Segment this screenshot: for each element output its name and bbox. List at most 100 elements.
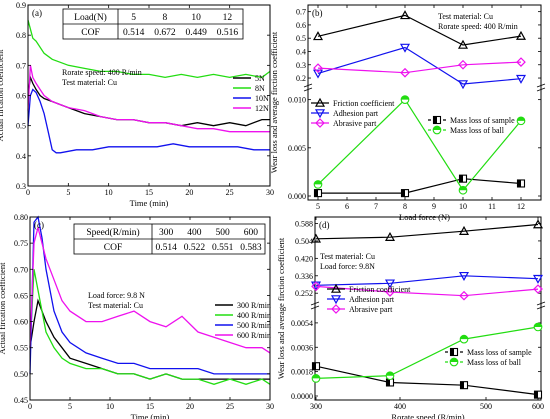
- panel-a-table-header-cell: 12: [223, 13, 233, 23]
- panel-b-plot-frame: [307, 4, 542, 201]
- panel-b-axis-break-mark: [536, 87, 546, 92]
- panel-d-lower-series-marker-0-fill: [534, 391, 538, 399]
- panel-c-x-tick-label: 5: [68, 402, 72, 411]
- panel-d-legend-label: Mass loss of ball: [467, 358, 522, 367]
- panel-a-x-tick-label: 0: [26, 188, 30, 197]
- panel-d-axis-break-mark: [310, 301, 320, 306]
- panel-c-y-tick-label: 0.55: [14, 344, 28, 353]
- panel-b-x-tick-label: 5: [316, 202, 320, 211]
- panel-b-axis-break-mark: [303, 83, 313, 88]
- panel-b-y-axis-label: Wear loss and average firction coefficie…: [269, 31, 279, 173]
- panel-b-lower-series-marker-0-fill: [517, 179, 521, 187]
- panel-d-x-axis-label: Rorate speed (R/min): [391, 412, 464, 419]
- panel-c-table-value-cell: 0.522: [184, 243, 206, 253]
- panel-b-upper-series-marker-1: [312, 69, 324, 79]
- panel-a-table-header-cell: 10: [191, 13, 201, 23]
- panel-c-table-header-cell: 300: [159, 228, 174, 238]
- panel-d-legend-marker-fill: [450, 358, 458, 362]
- panel-a-y-tick-label: 0.3: [16, 182, 26, 191]
- panel-c-y-tick-label: 0.60: [14, 318, 28, 327]
- panel-d-upper-series-line-2: [315, 285, 539, 297]
- panel-d-upper-series-marker-2: [459, 290, 469, 301]
- panel-b-x-tick-label: 9: [432, 202, 436, 211]
- panel-b-legend-marker: [314, 97, 326, 107]
- panel-c-annotation: Load force: 9.8 N: [88, 291, 145, 300]
- panel-d-legend-label: Friction coefficient: [349, 285, 411, 294]
- panel-d-legend-marker: [330, 283, 342, 293]
- panel-d-lower-series-line-1: [315, 326, 539, 379]
- panel-c-y-tick-label: 0.45: [14, 396, 28, 405]
- panel-c-table-header-cell: 500: [216, 228, 231, 238]
- panel-d-upper-series-marker-1: [384, 279, 396, 289]
- panel-d-legend-marker: [330, 295, 342, 305]
- panel-d-plot-frame: [314, 216, 542, 401]
- panel-d-upper-series-marker-2: [385, 287, 395, 297]
- panel-a-series-line-1: [27, 19, 271, 79]
- panel-d-upper-series-line-0: [315, 223, 539, 240]
- panel-b: (b)Load force (N)Wear loss and average f…: [269, 4, 546, 222]
- panel-d-upper-series-marker-0: [458, 225, 470, 235]
- panel-b-legend-marker: [314, 109, 326, 119]
- panel-c-y-axis-label: Actual fircation coefficient: [0, 262, 7, 355]
- panel-b-y-tick-label: 0.3: [296, 61, 306, 70]
- panel-b-x-tick-label: 7: [374, 202, 378, 211]
- panel-a-y-axis-label: Actual fircation coefficient: [0, 49, 5, 142]
- panel-b-y-tick-label: 0.010: [288, 96, 306, 105]
- panel-a-table-row2-label: COF: [81, 28, 99, 38]
- panel-b-legend-label: Mass loss of ball: [450, 126, 505, 135]
- panel-c-legend-label: 500 R/min: [237, 321, 271, 330]
- panel-c: (c) Time (min) Actual fircation coefficien…: [0, 213, 274, 419]
- panel-a-annotation: Rorate speed: 400 R/min: [62, 68, 142, 77]
- panel-d-upper-series-marker-0: [532, 219, 544, 229]
- panel-c-x-tick-label: 15: [146, 402, 154, 411]
- panel-b-legend-label: Mass loss of sample: [450, 116, 515, 125]
- panel-d-panel-label: (d): [319, 220, 330, 230]
- panel-b-upper-series-line-2: [317, 61, 522, 74]
- panel-a-legend-label: 5N: [255, 74, 265, 83]
- panel-c-y-tick-label: 0.80: [14, 213, 28, 222]
- panel-c-series-line-1: [29, 269, 271, 385]
- panel-d-annotation: Test material: Cu: [320, 252, 375, 261]
- panel-b-x-tick-label: 12: [517, 202, 525, 211]
- panel-b-upper-series-marker-2: [458, 59, 468, 70]
- panel-b-lower-series-marker-1-fill: [459, 186, 467, 191]
- panel-b-legend-label: Adhesion part: [333, 109, 379, 118]
- panel-b-y-tick-label: 0.6: [296, 21, 306, 30]
- panel-b-lower-series-marker-1-fill: [517, 117, 525, 121]
- panel-a-panel-label: (a): [32, 8, 42, 18]
- panel-c-series-line-3: [29, 227, 271, 354]
- panel-d-axis-break-mark: [536, 301, 546, 306]
- panel-a-x-tick-label: 15: [145, 188, 153, 197]
- panel-b-upper-series-marker-0: [457, 39, 469, 49]
- panel-b-upper-series-line-0: [317, 14, 522, 46]
- panel-b-upper-series-marker-2: [313, 63, 323, 73]
- panel-b-y-tick-label: 0.5: [296, 34, 306, 43]
- panel-a-legend-label: 10N: [255, 94, 269, 103]
- panel-c-table-row1-label: Speed(R/min): [86, 227, 139, 238]
- panel-b-upper-series-marker-1: [515, 74, 527, 84]
- panel-d-upper-series-marker-0: [310, 233, 322, 243]
- panel-a-table-value-cell: 0.514: [123, 28, 145, 38]
- panel-c-table-value-cell: 0.551: [212, 243, 234, 253]
- panel-c-x-tick-label: 0: [28, 402, 32, 411]
- panel-d-y-tick-label: 0.336: [295, 272, 313, 281]
- panel-d-lower-series-marker-0-fill: [386, 378, 390, 386]
- panel-c-table-row2-label: COF: [104, 243, 122, 253]
- panel-b-y-tick-label: 0.4: [296, 47, 306, 56]
- panel-d-axis-break-mark: [310, 305, 320, 310]
- panel-a-table-header-cell: 5: [131, 13, 136, 23]
- panel-a-table-row1-label: Load(N): [74, 12, 107, 23]
- panel-c-annotation: Test material: Cu: [88, 301, 143, 310]
- panel-d-y-tick-label: 0.504: [295, 237, 313, 246]
- panel-d-annotation: Load force: 9.8N: [320, 262, 375, 271]
- panel-d-y-tick-label: 0.0036: [291, 343, 313, 352]
- panel-d-y-tick-label: 0.0054: [291, 319, 313, 328]
- panel-c-table-value-cell: 0.514: [155, 243, 177, 253]
- panel-b-axis-break-mark: [303, 87, 313, 92]
- panel-b-lower-series-marker-0-fill: [401, 189, 405, 197]
- panel-d-y-tick-label: 0.588: [295, 219, 313, 228]
